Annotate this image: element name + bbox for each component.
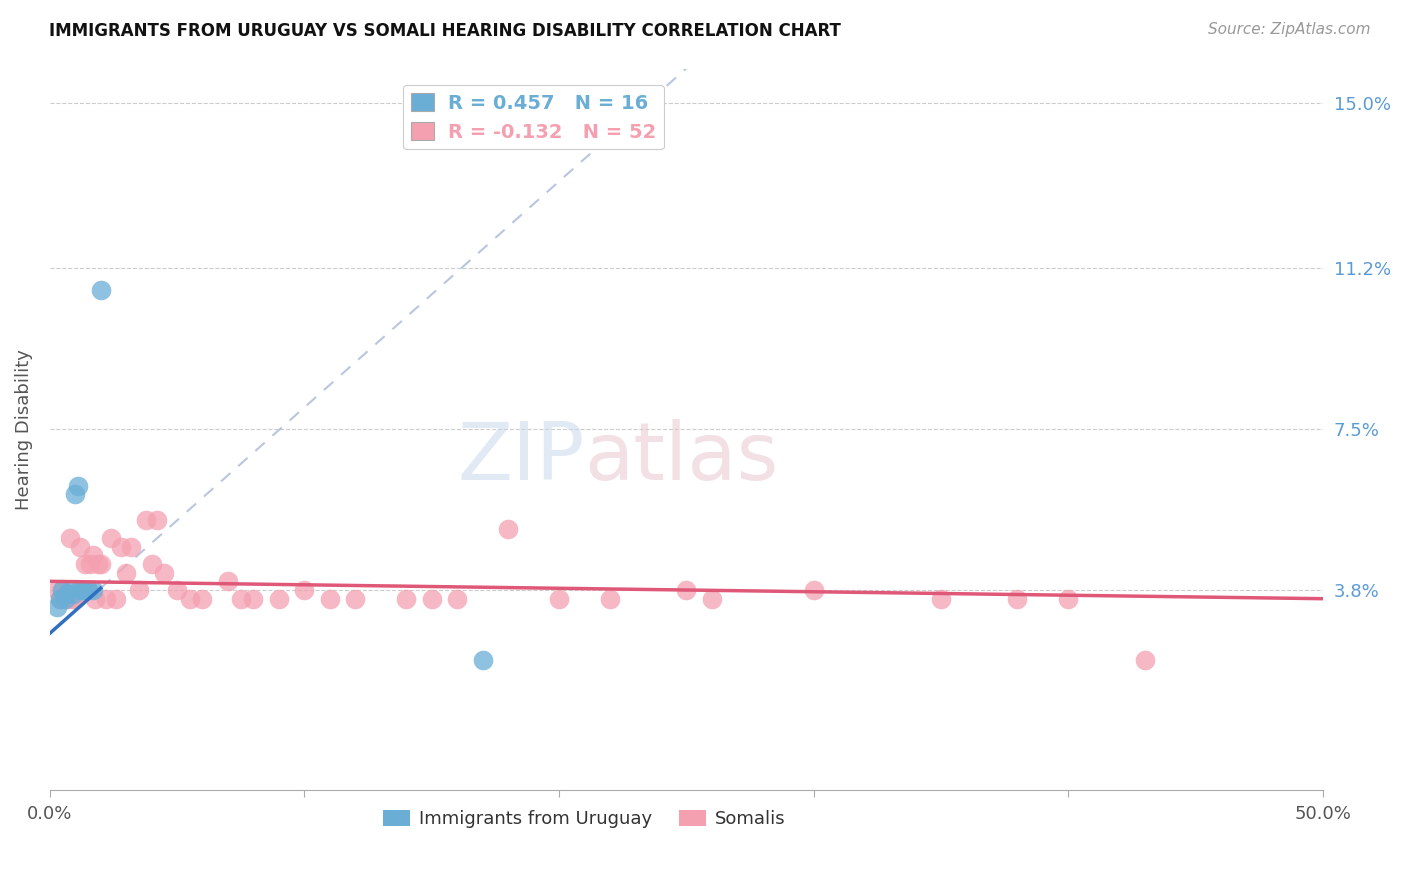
Point	[395, 591, 418, 606]
Point	[75, 557, 97, 571]
Point	[319, 591, 342, 606]
Point	[59, 531, 82, 545]
Point	[929, 591, 952, 606]
Point	[153, 566, 176, 580]
Point	[191, 591, 214, 606]
Point	[49, 591, 72, 606]
Point	[69, 582, 91, 597]
Point	[63, 591, 86, 606]
Point	[94, 591, 117, 606]
Point	[51, 582, 73, 597]
Point	[62, 587, 84, 601]
Point	[1057, 591, 1080, 606]
Point	[90, 283, 112, 297]
Point	[700, 591, 723, 606]
Point	[803, 582, 825, 597]
Point	[46, 582, 69, 597]
Point	[471, 652, 494, 666]
Point	[53, 591, 76, 606]
Point	[141, 557, 163, 571]
Point	[267, 591, 290, 606]
Point	[46, 600, 69, 615]
Point	[100, 531, 122, 545]
Point	[496, 522, 519, 536]
Point	[76, 582, 98, 597]
Legend: Immigrants from Uruguay, Somalis: Immigrants from Uruguay, Somalis	[375, 802, 793, 835]
Point	[104, 591, 127, 606]
Point	[56, 587, 79, 601]
Point	[217, 574, 239, 589]
Point	[66, 582, 89, 597]
Point	[53, 591, 76, 606]
Point	[179, 591, 201, 606]
Point	[292, 582, 315, 597]
Point	[90, 557, 112, 571]
Point	[75, 582, 97, 597]
Point	[1133, 652, 1156, 666]
Point	[115, 566, 138, 580]
Point	[49, 591, 72, 606]
Point	[229, 591, 252, 606]
Point	[166, 582, 188, 597]
Point	[79, 557, 101, 571]
Point	[675, 582, 697, 597]
Point	[87, 557, 110, 571]
Y-axis label: Hearing Disability: Hearing Disability	[15, 349, 32, 509]
Point	[82, 582, 104, 597]
Point	[120, 540, 142, 554]
Point	[548, 591, 571, 606]
Point	[446, 591, 468, 606]
Point	[128, 582, 150, 597]
Point	[69, 540, 91, 554]
Point	[66, 479, 89, 493]
Point	[84, 591, 107, 606]
Point	[63, 487, 86, 501]
Text: Source: ZipAtlas.com: Source: ZipAtlas.com	[1208, 22, 1371, 37]
Text: atlas: atlas	[585, 419, 779, 497]
Point	[110, 540, 132, 554]
Point	[242, 591, 264, 606]
Point	[72, 582, 94, 597]
Point	[344, 591, 367, 606]
Point	[82, 548, 104, 562]
Text: IMMIGRANTS FROM URUGUAY VS SOMALI HEARING DISABILITY CORRELATION CHART: IMMIGRANTS FROM URUGUAY VS SOMALI HEARIN…	[49, 22, 841, 40]
Point	[420, 591, 443, 606]
Point	[51, 582, 73, 597]
Point	[59, 582, 82, 597]
Point	[62, 591, 84, 606]
Point	[1005, 591, 1028, 606]
Point	[76, 582, 98, 597]
Point	[56, 591, 79, 606]
Point	[135, 513, 157, 527]
Text: ZIP: ZIP	[457, 419, 585, 497]
Point	[599, 591, 621, 606]
Point	[72, 582, 94, 597]
Point	[145, 513, 167, 527]
